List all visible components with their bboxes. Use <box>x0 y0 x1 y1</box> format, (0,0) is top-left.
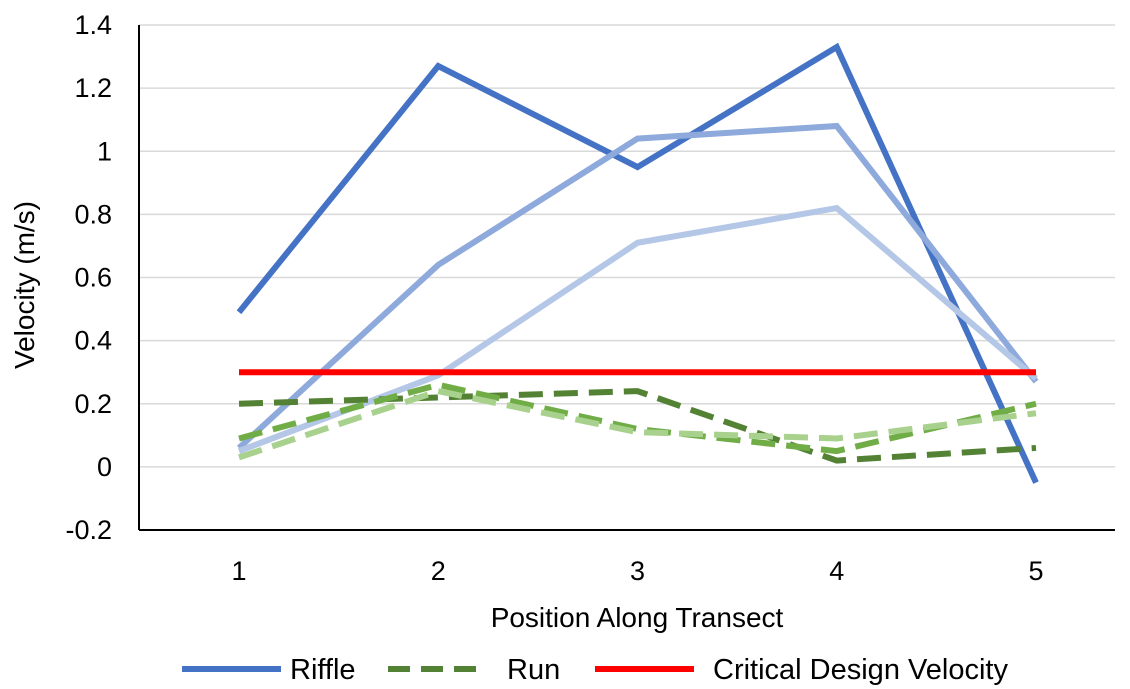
series-lines <box>236 42 1039 484</box>
x-tick-label: 1 <box>231 556 246 586</box>
y-tick-label: 0.6 <box>74 263 112 293</box>
axes <box>138 25 1115 531</box>
series-line-1 <box>236 122 1039 451</box>
series-line-3 <box>238 388 1037 464</box>
y-tick-label: 1 <box>97 136 112 166</box>
y-tick-label: 0 <box>97 452 112 482</box>
x-tick-label: 2 <box>431 556 446 586</box>
series-line-0 <box>236 42 1039 484</box>
series-line-4 <box>238 381 1037 455</box>
y-tick-labels: -0.2 0 0.2 0.4 0.6 0.8 1 1.2 1.4 <box>65 10 112 545</box>
x-axis-label: Position Along Transect <box>491 602 784 633</box>
x-tick-labels: 1 2 3 4 5 <box>231 556 1043 586</box>
legend-label: Riffle <box>290 654 356 686</box>
legend-label: Run <box>507 654 560 686</box>
y-axis-label: Velocity (m/s) <box>9 201 40 369</box>
y-tick-label: 1.4 <box>74 10 112 40</box>
y-tick-label: 1.2 <box>74 73 112 103</box>
legend-label: Critical Design Velocity <box>713 654 1008 686</box>
legend: Riffle Run Critical Design Velocity <box>182 654 1008 686</box>
y-tick-label: 0.2 <box>74 389 112 419</box>
gridlines <box>139 24 1115 468</box>
x-tick-label: 4 <box>829 556 844 586</box>
series-line-5 <box>238 388 1037 461</box>
x-tick-label: 3 <box>630 556 645 586</box>
y-tick-label: -0.2 <box>65 515 112 545</box>
y-tick-label: 0.4 <box>74 326 112 356</box>
series-line-2 <box>237 204 1038 454</box>
x-tick-label: 5 <box>1028 556 1043 586</box>
y-tick-label: 0.8 <box>74 199 112 229</box>
